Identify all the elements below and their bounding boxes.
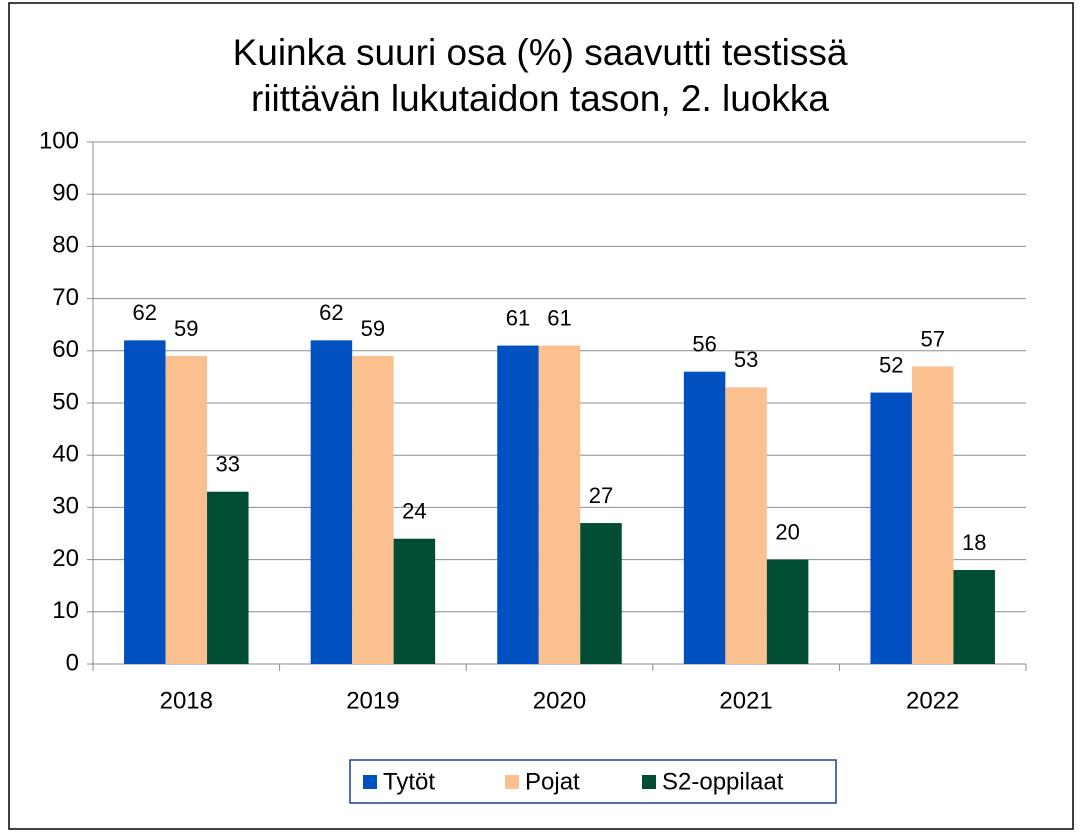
- bar: [580, 523, 622, 664]
- bar: [124, 340, 166, 664]
- data-label: 56: [692, 331, 716, 356]
- legend-box: [349, 759, 837, 804]
- y-tick-label: 10: [52, 597, 79, 624]
- data-label: 33: [216, 452, 240, 477]
- y-tick-label: 40: [52, 441, 79, 468]
- bar: [393, 538, 436, 664]
- legend-swatch: [363, 775, 377, 789]
- y-tick-label: 50: [52, 388, 79, 415]
- x-tick-label: 2019: [346, 687, 399, 714]
- bar: [207, 491, 249, 664]
- y-tick-label: 30: [52, 493, 79, 520]
- y-tick-label: 20: [52, 545, 79, 572]
- data-label: 52: [879, 352, 903, 377]
- bar: [352, 356, 394, 664]
- y-tick-label: 0: [66, 649, 79, 676]
- bar: [725, 387, 767, 664]
- data-label: 53: [734, 347, 758, 372]
- x-tick-label: 2022: [906, 687, 959, 714]
- x-tick-label: 2018: [160, 687, 213, 714]
- bar: [310, 340, 353, 664]
- y-tick-label: 60: [52, 336, 79, 363]
- y-tick-label: 90: [52, 180, 79, 207]
- data-label: 20: [775, 519, 799, 544]
- x-tick-label: 2021: [719, 687, 772, 714]
- bar: [165, 356, 208, 664]
- y-tick-label: 70: [52, 284, 79, 311]
- bar: [497, 345, 539, 664]
- y-tick-label: 80: [52, 232, 79, 259]
- data-label: 61: [547, 305, 571, 330]
- bar: [538, 345, 581, 664]
- x-tick-label: 2020: [533, 687, 586, 714]
- data-label: 59: [361, 316, 385, 341]
- data-label: 57: [920, 326, 944, 351]
- bar: [683, 371, 726, 664]
- bar: [953, 570, 995, 664]
- data-label: 59: [174, 316, 198, 341]
- y-tick-label: 100: [39, 127, 79, 154]
- legend-swatch: [505, 775, 519, 789]
- data-label: 61: [506, 305, 530, 330]
- data-label: 62: [133, 300, 157, 325]
- legend-label: Tytöt: [383, 768, 435, 795]
- data-label: 62: [319, 300, 343, 325]
- data-label: 24: [402, 499, 426, 524]
- legend-swatch: [642, 775, 656, 789]
- bar: [870, 392, 912, 664]
- chart-title: Kuinka suuri osa (%) saavutti testissä r…: [232, 32, 848, 119]
- legend-label: S2-oppilaat: [662, 768, 784, 795]
- data-label: 18: [962, 530, 986, 555]
- bar: [911, 366, 954, 664]
- chart-border: [8, 2, 1074, 830]
- data-label: 27: [589, 483, 613, 508]
- bar: [766, 559, 809, 664]
- legend-label: Pojat: [525, 768, 580, 795]
